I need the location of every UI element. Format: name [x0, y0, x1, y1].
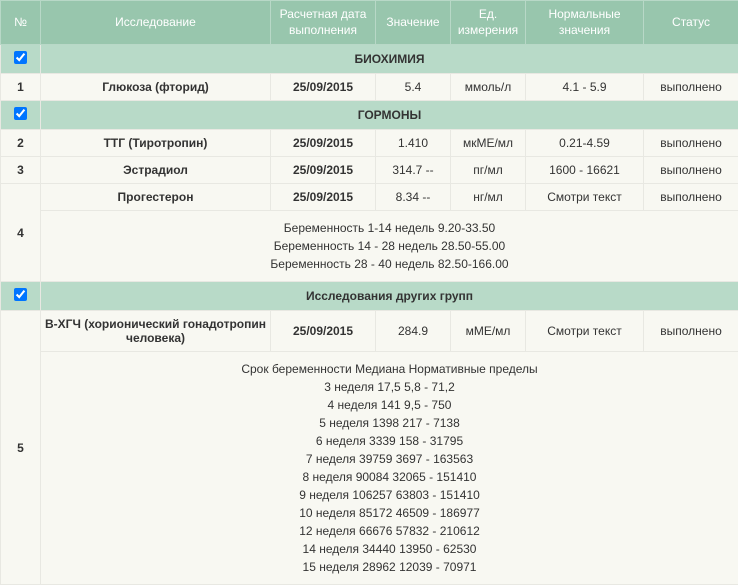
cell-value: 284.9 — [376, 311, 451, 352]
cell-test: В-ХГЧ (хорионический гонадотропин челове… — [41, 311, 271, 352]
note-row: Беременность 1-14 недель 9.20-33.50 Бере… — [1, 211, 738, 282]
cell-test: Прогестерон — [41, 184, 271, 211]
table-row: 5 В-ХГЧ (хорионический гонадотропин чело… — [1, 311, 738, 352]
note-line: 15 неделя 28962 12039 - 70971 — [45, 558, 734, 576]
cell-num: 3 — [1, 157, 41, 184]
cell-value: 314.7 -- — [376, 157, 451, 184]
cell-unit: нг/мл — [451, 184, 526, 211]
cell-status: выполнено — [644, 130, 738, 157]
note-line: Беременность 28 - 40 недель 82.50-166.00 — [45, 255, 734, 273]
note-line: 9 неделя 106257 63803 - 151410 — [45, 486, 734, 504]
note-line: Беременность 1-14 недель 9.20-33.50 — [45, 219, 734, 237]
cell-value: 8.34 -- — [376, 184, 451, 211]
header-row: № Исследование Расчетная дата выполнения… — [1, 1, 738, 45]
section-hormones-checkbox[interactable] — [14, 107, 27, 120]
note-line: Беременность 14 - 28 недель 28.50-55.00 — [45, 237, 734, 255]
cell-value: 1.410 — [376, 130, 451, 157]
col-unit: Ед. измерения — [451, 1, 526, 45]
cell-range: Смотри текст — [526, 184, 644, 211]
cell-status: выполнено — [644, 311, 738, 352]
note-r5: Срок беременности Медиана Нормативные пр… — [41, 352, 738, 585]
note-line: 10 неделя 85172 46509 - 186977 — [45, 504, 734, 522]
col-status: Статус — [644, 1, 738, 45]
note-line: Срок беременности Медиана Нормативные пр… — [45, 360, 734, 378]
note-line: 8 неделя 90084 32065 - 151410 — [45, 468, 734, 486]
cell-range: 4.1 - 5.9 — [526, 74, 644, 101]
col-test: Исследование — [41, 1, 271, 45]
note-r4: Беременность 1-14 недель 9.20-33.50 Бере… — [41, 211, 738, 282]
cell-test: Глюкоза (фторид) — [41, 74, 271, 101]
cell-unit: пг/мл — [451, 157, 526, 184]
note-line: 14 неделя 34440 13950 - 62530 — [45, 540, 734, 558]
results-table: № Исследование Расчетная дата выполнения… — [0, 0, 738, 585]
cell-test: ТТГ (Тиротропин) — [41, 130, 271, 157]
table-row: 1 Глюкоза (фторид) 25/09/2015 5.4 ммоль/… — [1, 74, 738, 101]
cell-status: выполнено — [644, 74, 738, 101]
note-line: 7 неделя 39759 3697 - 163563 — [45, 450, 734, 468]
cell-num: 1 — [1, 74, 41, 101]
cell-test: Эстрадиол — [41, 157, 271, 184]
cell-num: 2 — [1, 130, 41, 157]
table-row: 3 Эстрадиол 25/09/2015 314.7 -- пг/мл 16… — [1, 157, 738, 184]
col-num: № — [1, 1, 41, 45]
section-biochem: БИОХИМИЯ — [1, 45, 738, 74]
cell-status: выполнено — [644, 184, 738, 211]
col-range: Нормальные значения — [526, 1, 644, 45]
section-other-title: Исследования других групп — [41, 282, 738, 311]
cell-range: 1600 - 16621 — [526, 157, 644, 184]
section-biochem-title: БИОХИМИЯ — [41, 45, 738, 74]
cell-unit: ммоль/л — [451, 74, 526, 101]
note-line: 3 неделя 17,5 5,8 - 71,2 — [45, 378, 734, 396]
note-line: 12 неделя 66676 57832 - 210612 — [45, 522, 734, 540]
note-row: Срок беременности Медиана Нормативные пр… — [1, 352, 738, 585]
section-other-checkbox[interactable] — [14, 288, 27, 301]
section-hormones: ГОРМОНЫ — [1, 101, 738, 130]
cell-date: 25/09/2015 — [271, 130, 376, 157]
section-other: Исследования других групп — [1, 282, 738, 311]
cell-num: 4 — [1, 184, 41, 282]
col-value: Значение — [376, 1, 451, 45]
cell-value: 5.4 — [376, 74, 451, 101]
cell-unit: мМЕ/мл — [451, 311, 526, 352]
cell-range: 0.21-4.59 — [526, 130, 644, 157]
table-row: 4 Прогестерон 25/09/2015 8.34 -- нг/мл С… — [1, 184, 738, 211]
cell-range: Смотри текст — [526, 311, 644, 352]
note-line: 4 неделя 141 9,5 - 750 — [45, 396, 734, 414]
section-biochem-checkbox[interactable] — [14, 51, 27, 64]
col-date: Расчетная дата выполнения — [271, 1, 376, 45]
cell-date: 25/09/2015 — [271, 311, 376, 352]
section-hormones-title: ГОРМОНЫ — [41, 101, 738, 130]
table-row: 2 ТТГ (Тиротропин) 25/09/2015 1.410 мкМЕ… — [1, 130, 738, 157]
note-line: 5 неделя 1398 217 - 7138 — [45, 414, 734, 432]
cell-date: 25/09/2015 — [271, 74, 376, 101]
cell-num: 5 — [1, 311, 41, 585]
cell-date: 25/09/2015 — [271, 157, 376, 184]
note-line: 6 неделя 3339 158 - 31795 — [45, 432, 734, 450]
cell-date: 25/09/2015 — [271, 184, 376, 211]
cell-status: выполнено — [644, 157, 738, 184]
cell-unit: мкМЕ/мл — [451, 130, 526, 157]
